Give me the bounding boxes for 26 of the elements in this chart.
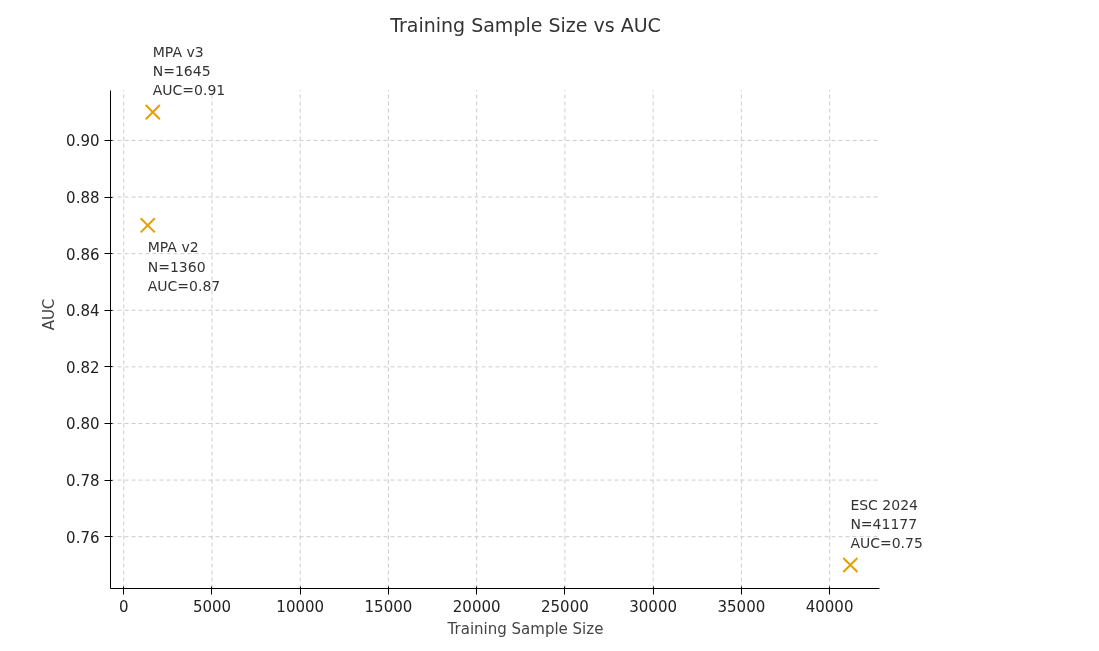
x-tick-label: 35000 [717,597,766,616]
y-tick-label: 0.88 [66,189,100,208]
x-tick-label: 20000 [452,597,501,616]
y-tick-label: 0.80 [66,415,100,434]
chart-title: Training Sample Size vs AUC [389,13,661,36]
y-tick-label: 0.78 [66,472,100,491]
point [139,217,156,234]
annotation: ESC 2024 N=41177 AUC=0.75 [850,496,923,552]
y-axis-title: AUC [40,298,59,331]
x-axis-title: Training Sample Size [446,619,604,638]
x-tick-label: 15000 [364,597,413,616]
y-tick-label: 0.90 [66,132,100,151]
x-tick-label: 40000 [805,597,854,616]
x-tick-label: 30000 [629,597,677,616]
x-tick-label: 25000 [541,597,589,616]
point [842,556,859,574]
x-tick-label: 10000 [276,597,325,616]
x-tick-label: 0 [118,597,129,616]
annotation: MPA v2 N=1360 AUC=0.87 [147,239,221,294]
y-tick-label: 0.84 [66,302,100,321]
y-tick-label: 0.76 [66,528,100,547]
y-tick-label: 0.86 [66,245,100,264]
x-tick-label: 5000 [192,597,232,616]
annotation: MPA v3 N=1645 AUC=0.91 [152,43,226,99]
point [144,104,161,121]
y-tick-label: 0.82 [66,358,100,377]
